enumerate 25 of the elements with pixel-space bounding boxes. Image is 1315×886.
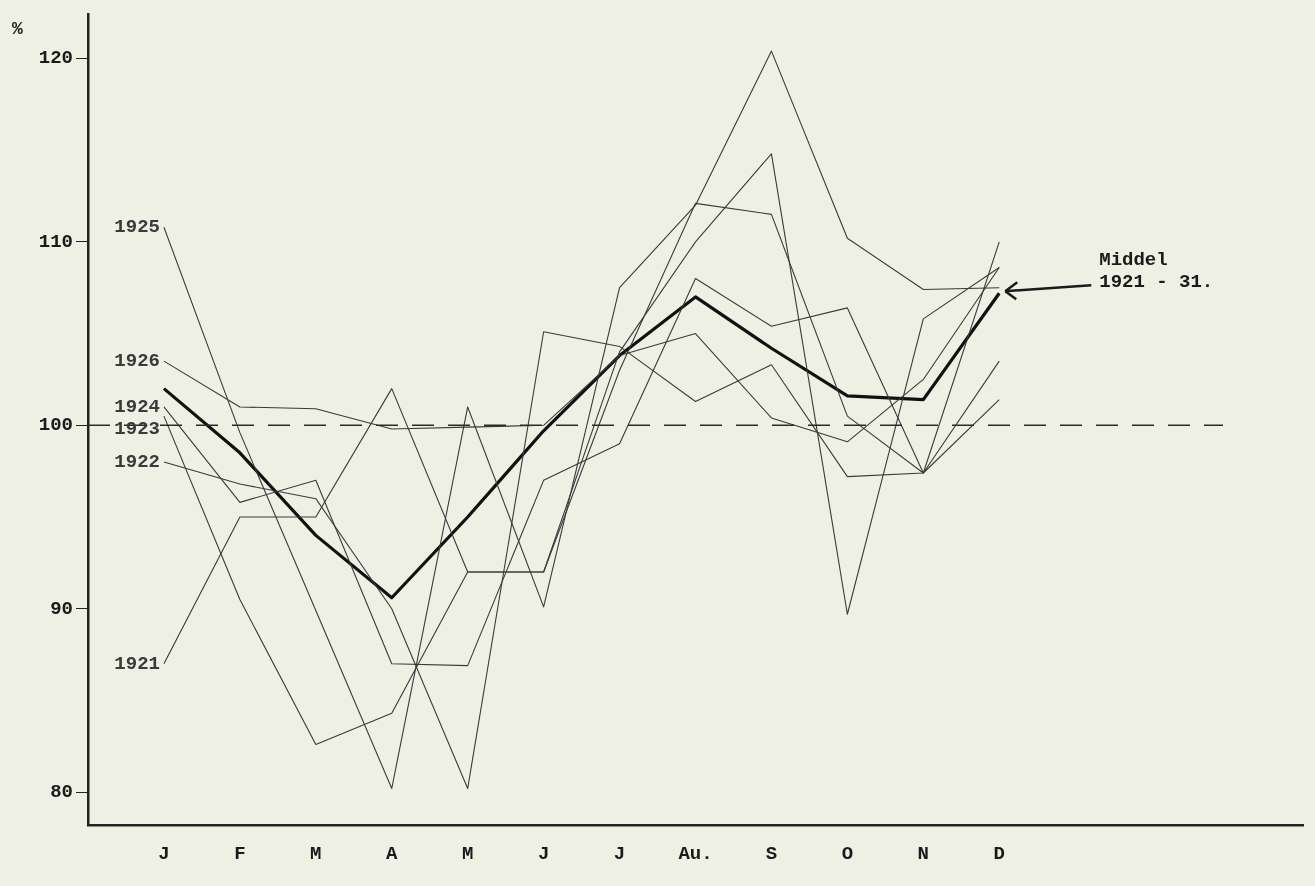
- x-tick-label: A: [386, 843, 399, 866]
- x-tick-label: Au.: [678, 843, 713, 866]
- series-label: 1925: [114, 215, 160, 238]
- x-tick-label: D: [993, 843, 1005, 866]
- y-tick-label: 90: [50, 597, 73, 620]
- series-label: 1924: [114, 395, 160, 418]
- y-axis-title: %: [12, 19, 23, 40]
- y-tick-label: 80: [50, 780, 73, 803]
- x-tick-label: N: [917, 843, 930, 866]
- x-tick-label: J: [537, 843, 550, 866]
- x-tick-label: M: [310, 843, 322, 866]
- x-tick-label: J: [613, 843, 626, 866]
- x-tick-label: S: [765, 843, 778, 866]
- y-tick-label: 120: [38, 47, 73, 70]
- series-label: 1922: [114, 450, 160, 473]
- annotation: Middel 1921 - 31.: [1099, 249, 1214, 294]
- series-label: 1923: [114, 417, 160, 440]
- series-label: 1921: [114, 652, 160, 675]
- x-tick-label: M: [461, 843, 474, 866]
- y-tick-label: 110: [38, 230, 73, 253]
- x-tick-label: F: [234, 843, 246, 866]
- x-tick-label: O: [841, 843, 854, 866]
- x-tick-label: J: [158, 843, 170, 866]
- series-label: 1926: [114, 349, 160, 372]
- y-tick-label: 100: [38, 414, 73, 437]
